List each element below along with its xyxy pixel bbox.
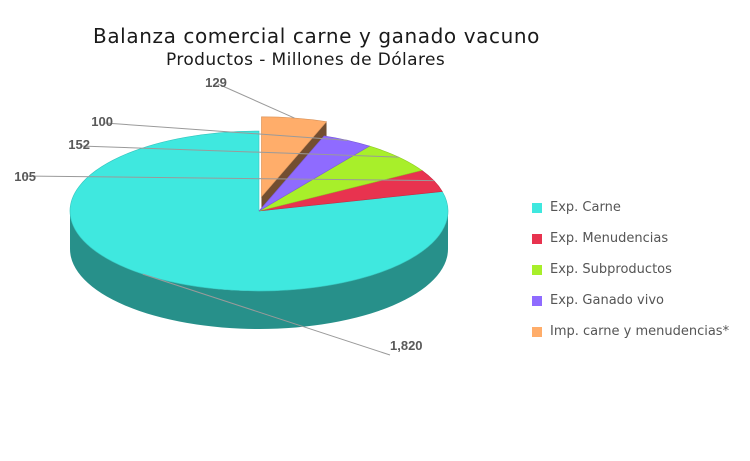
- legend-swatch: [532, 295, 542, 306]
- legend-swatch: [532, 326, 542, 337]
- leader-line-2: [79, 145, 399, 158]
- legend-swatch: [532, 264, 542, 275]
- legend-swatch: [532, 202, 542, 213]
- leader-line-3: [104, 122, 348, 141]
- legend-item-exp-menudencias: Exp. Menudencias: [532, 223, 729, 254]
- slice-side-0: [70, 211, 448, 329]
- legend-item-exp-ganado-vivo: Exp. Ganado vivo: [532, 285, 729, 316]
- legend-label: Imp. carne y menudencias*: [550, 324, 730, 339]
- data-label-0: 1,820: [390, 338, 423, 353]
- data-label-3: 100: [91, 114, 113, 129]
- legend-label: Exp. Subproductos: [550, 262, 672, 277]
- leader-line-4: [217, 83, 295, 119]
- pie-slice-4: [261, 116, 328, 198]
- chart-legend: Exp. Carne Exp. Menudencias Exp. Subprod…: [532, 192, 729, 347]
- legend-swatch: [532, 233, 542, 244]
- chart-title: Balanza comercial carne y ganado vacuno: [93, 24, 541, 48]
- chart-subtitle: Productos - Millones de Dólares: [166, 50, 446, 70]
- legend-label: Exp. Carne: [550, 200, 621, 215]
- legend-item-imp-carne: Imp. carne y menudencias*: [532, 316, 729, 347]
- data-label-2: 152: [68, 137, 90, 152]
- leader-line-0: [142, 273, 391, 356]
- data-label-4: 129: [205, 75, 227, 90]
- legend-item-exp-subproductos: Exp. Subproductos: [532, 254, 729, 285]
- data-label-1: 105: [14, 169, 36, 184]
- legend-label: Exp. Ganado vivo: [550, 293, 664, 308]
- legend-label: Exp. Menudencias: [550, 231, 669, 246]
- legend-item-exp-carne: Exp. Carne: [532, 192, 729, 223]
- leader-line-1: [21, 175, 434, 182]
